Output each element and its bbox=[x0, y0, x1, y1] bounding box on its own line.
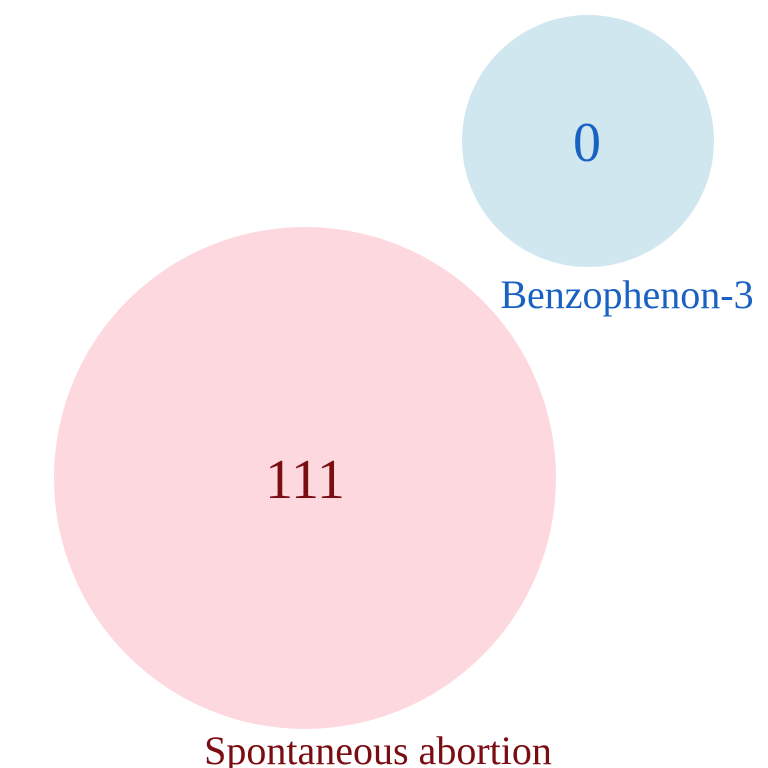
label-spontaneous-abortion: Spontaneous abortion bbox=[204, 728, 552, 768]
count-benzophenon-3: 0 bbox=[573, 112, 601, 174]
circle-spontaneous-abortion bbox=[54, 227, 556, 729]
circle-benzophenon-3 bbox=[462, 15, 714, 267]
count-spontaneous-abortion: 111 bbox=[265, 449, 345, 511]
label-benzophenon-3: Benzophenon-3 bbox=[500, 272, 753, 317]
set-spontaneous-abortion: 111 Spontaneous abortion bbox=[54, 227, 556, 768]
set-benzophenon-3: 0 Benzophenon-3 bbox=[462, 15, 754, 317]
